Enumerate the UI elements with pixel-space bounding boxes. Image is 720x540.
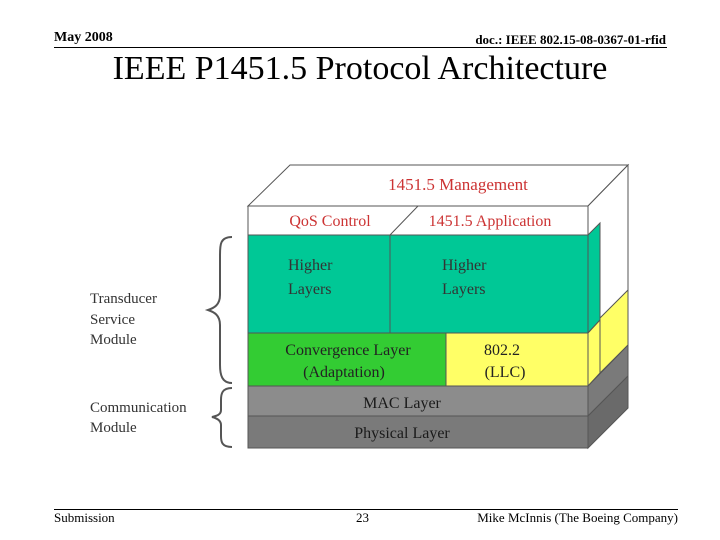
communication-brace: [211, 387, 233, 448]
higher-layers-left-line2: Layers: [288, 281, 332, 298]
slide-title: IEEE P1451.5 Protocol Architecture: [112, 50, 608, 87]
footer-rule: [54, 509, 678, 510]
qos-control-label: QoS Control: [289, 213, 371, 230]
mac-label: MAC Layer: [363, 395, 441, 412]
higher-layers-side: [587, 221, 601, 335]
header-rule: [54, 47, 667, 48]
cm-label-line2: Module: [90, 420, 137, 436]
physical-label: Physical Layer: [354, 425, 450, 442]
llc-label-line1: 802.2: [484, 342, 520, 359]
tsm-label-line2: Service: [90, 312, 135, 328]
higher-layers-right-line1: Higher: [442, 257, 487, 274]
footer-page-number: 23: [356, 510, 369, 525]
transducer-brace: [204, 236, 233, 384]
footer-submission: Submission: [54, 510, 115, 525]
convergence-label-line2: (Adaptation): [303, 364, 385, 381]
physical-layer-block: [247, 415, 589, 449]
higher-layers-block: [247, 234, 589, 334]
management-label: 1451.5 Management: [388, 175, 528, 194]
header-date: May 2008: [54, 30, 113, 45]
tsm-label-line1: Transducer: [90, 291, 157, 307]
physical-layer-side: [587, 374, 629, 450]
convergence-label-line1: Convergence Layer: [285, 342, 411, 359]
cm-label-line1: Communication: [90, 400, 187, 416]
higher-layers-right-line2: Layers: [442, 281, 486, 298]
higher-layers-left-line1: Higher: [288, 257, 333, 274]
header-doc-id: doc.: IEEE 802.15-08-0367-01-rfid: [475, 32, 666, 47]
footer-author: Mike McInnis (The Boeing Company): [477, 510, 678, 525]
application-label: 1451.5 Application: [429, 213, 552, 230]
qos-app-divider: [389, 205, 419, 236]
tsm-label-line3: Module: [90, 332, 137, 348]
llc-label-line2: (LLC): [485, 364, 526, 381]
